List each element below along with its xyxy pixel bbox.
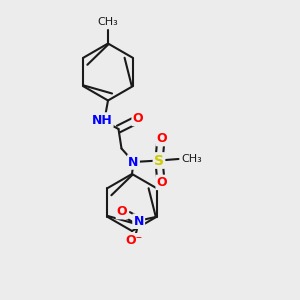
Text: S: S <box>154 154 164 167</box>
Text: CH₃: CH₃ <box>182 154 202 164</box>
Text: N: N <box>134 215 144 228</box>
Text: O: O <box>157 176 167 189</box>
Text: O: O <box>157 132 167 145</box>
Text: CH₃: CH₃ <box>98 17 118 27</box>
Text: N: N <box>128 155 139 169</box>
Text: O: O <box>117 205 128 218</box>
Text: O: O <box>133 112 143 125</box>
Text: O⁻: O⁻ <box>126 234 143 247</box>
Text: NH: NH <box>92 113 112 127</box>
